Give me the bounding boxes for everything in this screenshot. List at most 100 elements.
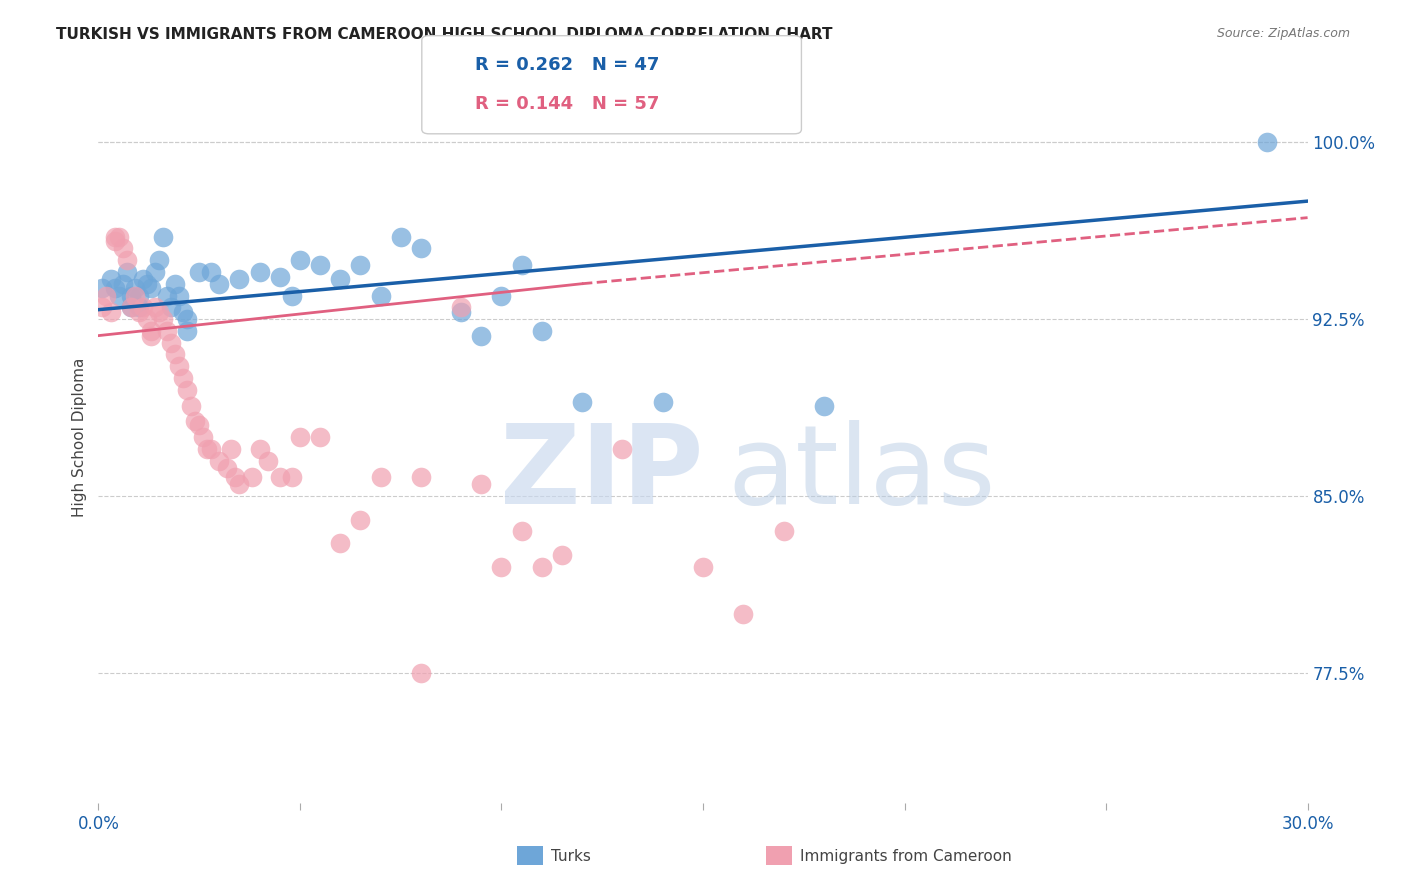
- Point: [389, 229, 412, 244]
- Point: [152, 312, 174, 326]
- Point: [91, 281, 114, 295]
- Point: [107, 288, 129, 302]
- Point: [309, 258, 332, 272]
- Point: [184, 413, 207, 427]
- Point: [470, 477, 492, 491]
- Text: Source: ZipAtlas.com: Source: ZipAtlas.com: [1216, 27, 1350, 40]
- Point: [111, 277, 134, 291]
- Point: [143, 265, 166, 279]
- Point: [103, 281, 125, 295]
- Point: [571, 394, 593, 409]
- Point: [160, 335, 183, 350]
- Point: [100, 305, 122, 319]
- Point: [128, 288, 150, 302]
- Point: [128, 301, 150, 315]
- Point: [111, 241, 134, 255]
- Point: [143, 301, 166, 315]
- Point: [124, 281, 146, 295]
- Point: [128, 305, 150, 319]
- Point: [132, 301, 155, 315]
- Point: [139, 324, 162, 338]
- Point: [180, 400, 202, 414]
- Text: Immigrants from Cameroon: Immigrants from Cameroon: [800, 849, 1012, 863]
- Point: [530, 559, 553, 574]
- Point: [167, 359, 190, 374]
- Point: [309, 430, 332, 444]
- Point: [176, 324, 198, 338]
- Point: [163, 347, 186, 361]
- Point: [288, 430, 311, 444]
- Point: [491, 559, 513, 574]
- Point: [510, 258, 533, 272]
- Point: [120, 288, 142, 302]
- Text: atlas: atlas: [727, 420, 995, 527]
- Point: [329, 272, 352, 286]
- Point: [91, 301, 114, 315]
- Point: [450, 305, 472, 319]
- Point: [651, 394, 673, 409]
- Point: [120, 301, 142, 315]
- Point: [124, 288, 146, 302]
- Point: [224, 470, 246, 484]
- Point: [409, 241, 432, 255]
- Text: Turks: Turks: [551, 849, 591, 863]
- Point: [96, 288, 118, 302]
- Point: [188, 418, 211, 433]
- Point: [139, 281, 162, 295]
- Point: [409, 666, 432, 681]
- Point: [160, 301, 183, 315]
- Point: [249, 265, 271, 279]
- Text: R = 0.144   N = 57: R = 0.144 N = 57: [475, 95, 659, 113]
- Point: [148, 253, 170, 268]
- Text: R = 0.262   N = 47: R = 0.262 N = 47: [475, 56, 659, 74]
- Point: [772, 524, 794, 539]
- Point: [612, 442, 634, 456]
- Point: [409, 470, 432, 484]
- Point: [281, 470, 304, 484]
- Point: [249, 442, 271, 456]
- Point: [103, 229, 125, 244]
- Point: [172, 305, 194, 319]
- Point: [813, 400, 835, 414]
- Point: [208, 453, 231, 467]
- Point: [281, 288, 304, 302]
- Point: [200, 442, 222, 456]
- Point: [228, 272, 250, 286]
- Point: [491, 288, 513, 302]
- Point: [156, 288, 179, 302]
- Point: [107, 229, 129, 244]
- Point: [115, 265, 138, 279]
- Point: [132, 272, 155, 286]
- Point: [135, 277, 157, 291]
- Point: [1256, 135, 1278, 149]
- Point: [370, 288, 392, 302]
- Point: [195, 442, 218, 456]
- Point: [510, 524, 533, 539]
- Point: [733, 607, 755, 621]
- Point: [172, 371, 194, 385]
- Point: [217, 460, 239, 475]
- Y-axis label: High School Diploma: High School Diploma: [72, 358, 87, 516]
- Text: ZIP: ZIP: [499, 420, 703, 527]
- Point: [530, 324, 553, 338]
- Point: [228, 477, 250, 491]
- Point: [176, 383, 198, 397]
- Point: [470, 328, 492, 343]
- Point: [349, 513, 371, 527]
- Point: [221, 442, 243, 456]
- Point: [135, 312, 157, 326]
- Point: [188, 265, 211, 279]
- Point: [139, 328, 162, 343]
- Point: [163, 277, 186, 291]
- Point: [208, 277, 231, 291]
- Point: [193, 430, 215, 444]
- Point: [167, 288, 190, 302]
- Point: [269, 470, 291, 484]
- Point: [103, 234, 125, 248]
- Point: [256, 453, 278, 467]
- Point: [370, 470, 392, 484]
- Point: [692, 559, 714, 574]
- Point: [115, 253, 138, 268]
- Text: TURKISH VS IMMIGRANTS FROM CAMEROON HIGH SCHOOL DIPLOMA CORRELATION CHART: TURKISH VS IMMIGRANTS FROM CAMEROON HIGH…: [56, 27, 832, 42]
- Point: [100, 272, 122, 286]
